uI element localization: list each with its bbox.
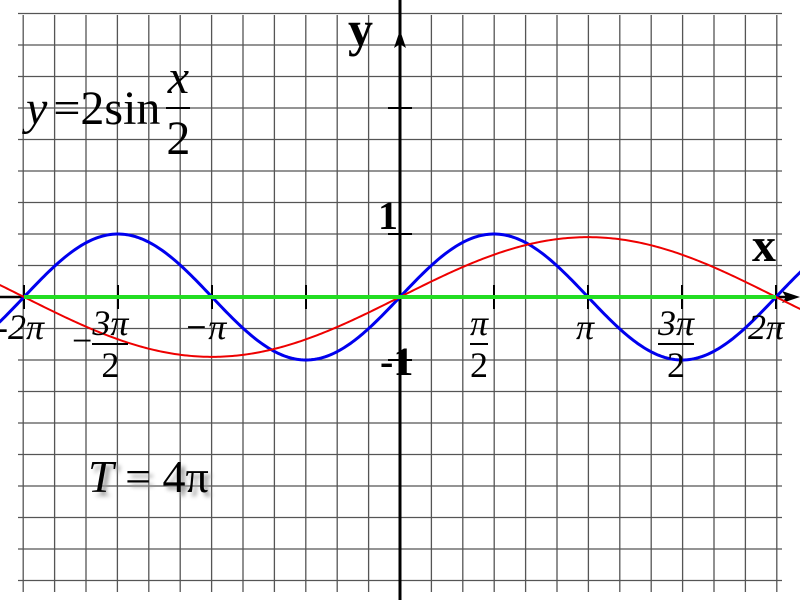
x-axis-arrow: [782, 291, 800, 303]
period-lhs: T: [88, 451, 114, 502]
y-tick-label: -1: [380, 339, 414, 384]
title-fraction: x 2: [166, 50, 191, 166]
x-tick-label: π: [576, 307, 595, 347]
period-rhs: 4π: [162, 451, 209, 502]
title-lhs: y: [26, 81, 48, 135]
chart-title: y =2sin x 2: [26, 50, 191, 166]
period-eq: =: [125, 451, 152, 502]
x-tick-label: 3π 2: [658, 303, 695, 385]
period-annotation: T = 4π: [88, 450, 209, 503]
x-axis-label: x: [752, 219, 776, 272]
fraction: 3π 2: [92, 303, 129, 385]
x-tick-label: 2π: [748, 307, 785, 347]
numerator: 3π: [658, 303, 695, 343]
fraction: 3π 2: [658, 303, 695, 385]
fraction-bar: [92, 343, 129, 345]
y-tick-label: 1: [378, 193, 398, 238]
minus-sign: −: [72, 320, 93, 361]
fraction-bar: [166, 107, 191, 109]
denominator: 2: [101, 345, 120, 385]
numerator: π: [470, 303, 489, 343]
x-tick-label: -2π: [0, 307, 45, 347]
numerator: 3π: [92, 303, 129, 343]
title-numerator: x: [167, 51, 190, 104]
denominator: 2: [470, 345, 489, 385]
fraction-bar: [470, 343, 489, 345]
curves: [0, 232, 800, 362]
y-axis-label: y: [348, 1, 373, 57]
title-eq: =2sin: [53, 81, 161, 135]
title-denominator: 2: [166, 112, 191, 165]
fraction-bar: [658, 343, 695, 345]
y-axis-arrow: [394, 30, 406, 48]
x-tick-label: −π: [184, 307, 227, 347]
denominator: 2: [667, 345, 686, 385]
x-tick-label: −3π 2: [72, 303, 129, 385]
